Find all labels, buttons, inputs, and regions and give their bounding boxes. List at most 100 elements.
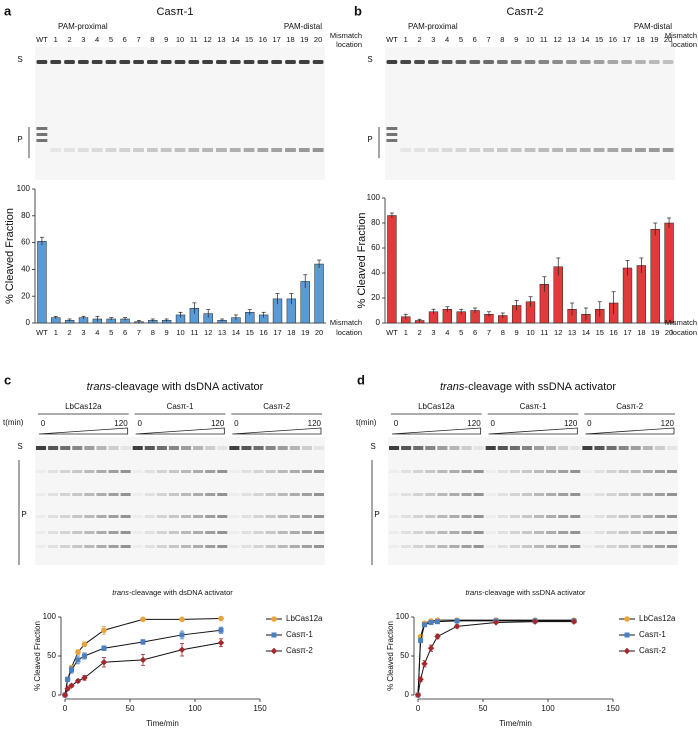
band-label: P [367, 135, 372, 144]
y-tick-label: 40 [371, 268, 380, 277]
x-axis-label: Time/min [146, 719, 179, 728]
gel-band [313, 493, 324, 496]
gel-band [205, 493, 216, 496]
lane-label: 18 [286, 35, 294, 44]
gel-band [64, 60, 75, 64]
gel-band [168, 493, 179, 496]
gel-band [265, 493, 276, 496]
gel-band [427, 60, 439, 64]
gel-band [277, 531, 288, 534]
gel-band [414, 148, 425, 152]
error-bar [389, 212, 394, 218]
gel-band [253, 545, 264, 548]
error-bar [556, 257, 561, 276]
lane-label: 3 [81, 35, 85, 44]
gel-band [60, 531, 71, 534]
gel-band [469, 148, 481, 152]
lane-label: 4 [445, 35, 449, 44]
gel-band [144, 470, 155, 473]
gel-band [455, 60, 467, 64]
legend-label: Casπ-2 [639, 646, 666, 655]
time-start: 0 [234, 419, 239, 428]
gel-band [132, 493, 143, 496]
gel-band [72, 515, 83, 518]
gel-band [48, 446, 59, 450]
bar [636, 265, 647, 324]
marker [531, 618, 539, 625]
error-bar [289, 293, 294, 305]
gel-band [265, 545, 276, 548]
gel-band [606, 493, 617, 496]
x-tick-label: 16 [609, 328, 617, 337]
gel-band [534, 515, 545, 518]
gel-band [455, 148, 467, 152]
gel-band [229, 531, 240, 534]
gel-band [96, 493, 107, 496]
y-axis-label: % Cleaved Fraction [33, 621, 42, 691]
gel-band [509, 446, 520, 450]
band-label: S [370, 442, 375, 451]
gel-band [72, 446, 83, 450]
marker [271, 632, 277, 638]
series-line [417, 619, 574, 696]
gel-band [413, 515, 424, 518]
bar [622, 267, 633, 324]
error-bar [445, 306, 450, 312]
x-tick-label: 14 [232, 328, 240, 337]
gel-band [570, 515, 581, 518]
gel-band [401, 493, 412, 496]
x-tick-label: 10 [176, 328, 184, 337]
group-label: Casπ-2 [616, 402, 643, 411]
marker [179, 632, 185, 638]
gel-band [582, 545, 593, 548]
y-tick-label: 0 [376, 318, 381, 327]
marker [68, 682, 75, 689]
marker [82, 653, 87, 659]
time-end: 120 [564, 419, 578, 428]
gel-band [546, 515, 557, 518]
gel-band [618, 493, 629, 496]
time-start: 0 [137, 419, 142, 428]
x-axis-label: Mismatch [665, 318, 697, 327]
marker [140, 639, 146, 645]
gel-band [473, 446, 484, 450]
gel-band [285, 148, 296, 152]
gel-band [36, 127, 48, 130]
gel-band [156, 493, 167, 496]
lane-label: 14 [581, 35, 589, 44]
gel-band [241, 531, 252, 534]
y-tick-label: 80 [21, 211, 30, 220]
y-tick-label: 0 [52, 690, 57, 699]
gel-band [84, 470, 95, 473]
gel-band [437, 493, 448, 496]
lane-label: 6 [123, 35, 127, 44]
error-bar [39, 236, 44, 246]
error-bar [275, 293, 280, 305]
y-tick-label: 50 [400, 651, 409, 660]
gel-band [36, 470, 47, 473]
panel-title: trans-cleavage with dsDNA activator [87, 381, 264, 393]
gel-band [205, 446, 216, 450]
time-end: 120 [467, 419, 481, 428]
gel-band [301, 545, 312, 548]
marker [570, 618, 578, 625]
gel-band [413, 470, 424, 473]
marker [427, 645, 435, 652]
lane-label: 15 [595, 35, 603, 44]
lane-label: 11 [540, 35, 548, 44]
gel-band [606, 515, 617, 518]
gel-band [449, 446, 460, 450]
gel-band [425, 446, 436, 450]
gel-band [413, 531, 424, 534]
y-tick-label: 60 [371, 243, 380, 252]
gel-band [648, 148, 660, 152]
y-tick-label: 20 [21, 291, 30, 300]
marker [178, 646, 186, 653]
gel-band [132, 545, 143, 548]
marker [179, 616, 185, 623]
x-tick-label: 100 [188, 704, 202, 713]
gel-band [509, 493, 520, 496]
bar [37, 241, 47, 324]
gel-band [241, 545, 252, 548]
